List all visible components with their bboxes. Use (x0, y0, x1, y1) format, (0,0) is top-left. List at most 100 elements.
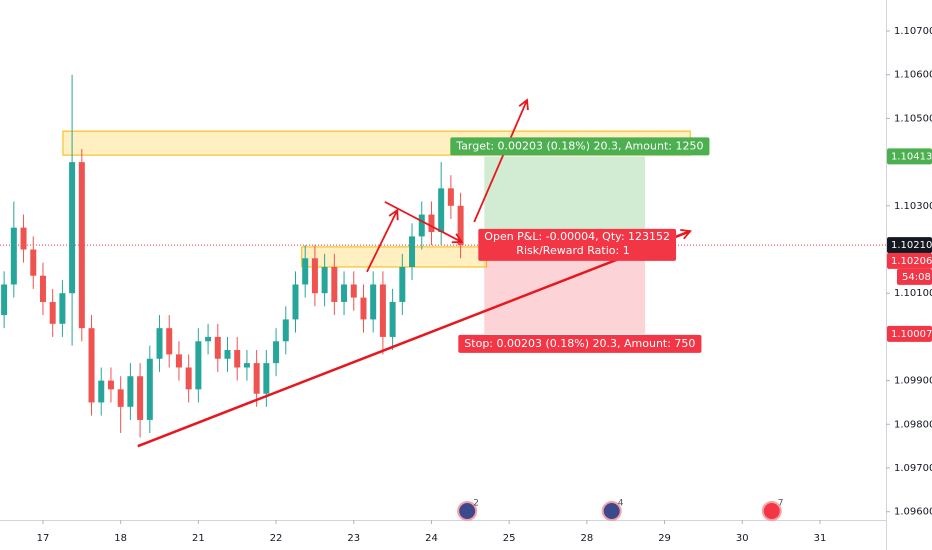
candle-body (146, 358, 153, 420)
candle-body (39, 275, 46, 302)
x-tick-label: 22 (270, 533, 283, 544)
candle-body (409, 236, 416, 267)
x-tick-label: 17 (37, 533, 50, 544)
candle-body (273, 341, 280, 364)
candle-body (253, 363, 260, 394)
target-label: Target: 0.00203 (0.18%) 20.3, Amount: 12… (455, 139, 703, 152)
stop-area (484, 246, 646, 334)
event-icon (457, 501, 478, 521)
candle-body (175, 354, 182, 368)
y-tick-label: 1.09600 (894, 507, 932, 518)
candle-body (331, 266, 338, 302)
y-tick-label: 1.10700 (894, 26, 932, 37)
x-tick-label: 30 (736, 533, 749, 544)
candle-body (438, 188, 445, 233)
y-tick-label: 1.10500 (894, 113, 932, 124)
x-tick-label: 24 (425, 533, 438, 544)
x-tick-label: 31 (814, 533, 827, 544)
candle-body (263, 363, 270, 394)
candle-body (292, 284, 299, 320)
candle-body (1, 284, 8, 316)
stop-label: Stop: 0.00203 (0.18%) 20.3, Amount: 750 (464, 337, 695, 350)
price-label: 1.10210 (891, 240, 932, 251)
candle-body (166, 328, 173, 355)
candle-body (214, 336, 221, 359)
event-icon (601, 501, 622, 521)
price-label: 1.10206 (891, 256, 932, 267)
candle-body (321, 266, 328, 294)
candle-body (243, 363, 250, 368)
candle-body (49, 301, 56, 324)
candle-body (418, 214, 425, 237)
price-label-box (887, 252, 932, 269)
candle-body (59, 293, 66, 324)
y-tick-label: 1.10300 (894, 201, 932, 212)
candle-body (457, 205, 464, 246)
event-icon (761, 501, 782, 521)
arrow-head (518, 98, 529, 111)
arrow-line (473, 99, 528, 223)
countdown: 54:08 (902, 272, 931, 283)
candle-body (205, 336, 212, 342)
event-count: 4 (618, 499, 624, 509)
arrow-head (388, 208, 399, 221)
y-tick-label: 1.10100 (894, 288, 932, 299)
x-tick-label: 21 (192, 533, 205, 544)
candle-body (360, 297, 367, 320)
y-tick-label: 1.09700 (894, 463, 932, 474)
candle-body (98, 380, 105, 403)
candle-body (195, 341, 202, 390)
stop-label-box (458, 334, 702, 353)
arrow-line (384, 201, 463, 243)
target-label-box (450, 137, 710, 156)
candle-body (224, 350, 231, 359)
price-label-box (887, 237, 932, 254)
event-count: 7 (778, 499, 784, 509)
trend-line (137, 229, 691, 448)
countdown-box (897, 268, 932, 285)
price-label-box (887, 148, 932, 165)
price-label: 1.10007 (891, 329, 932, 340)
price-label-box (887, 325, 932, 342)
y-tick-label: 1.09900 (894, 376, 932, 387)
x-tick-label: 23 (347, 533, 360, 544)
candle-body (10, 227, 17, 285)
y-tick-label: 1.09800 (894, 419, 932, 430)
candle-body (282, 319, 289, 342)
price-label: 1.10413 (891, 151, 932, 162)
arrow-head (680, 228, 692, 240)
candle-body (156, 328, 163, 359)
ratio-label: Risk/Reward Ratio: 1 (516, 244, 629, 257)
candle-body (30, 249, 37, 276)
candle-body (88, 328, 95, 403)
candle-body (185, 367, 192, 390)
candle-body (350, 284, 357, 298)
candle-body (137, 376, 144, 420)
pnl-box (478, 228, 677, 261)
candle-body (370, 284, 377, 320)
candle-body (127, 376, 134, 407)
candle-body (117, 389, 124, 407)
candle-body (311, 258, 318, 294)
candle-body (78, 162, 85, 329)
event-count: 2 (473, 499, 479, 509)
pnl-label: Open P&L: -0.00004, Qty: 123152 (484, 230, 670, 243)
candle-body (341, 284, 348, 302)
candle-body (234, 350, 241, 368)
zone (301, 246, 488, 268)
y-tick-label: 1.10600 (894, 70, 932, 81)
candle-body (69, 162, 76, 294)
candle-body (399, 266, 406, 302)
arrow-line (366, 209, 399, 273)
x-tick-label: 18 (114, 533, 127, 544)
candle-body (107, 380, 114, 390)
candle-body (20, 227, 27, 250)
x-tick-label: 28 (580, 533, 593, 544)
candle-body (428, 214, 435, 233)
x-tick-label: 29 (658, 533, 671, 544)
x-tick-label: 25 (503, 533, 516, 544)
candle-body (379, 284, 386, 337)
candle-body (447, 188, 454, 206)
